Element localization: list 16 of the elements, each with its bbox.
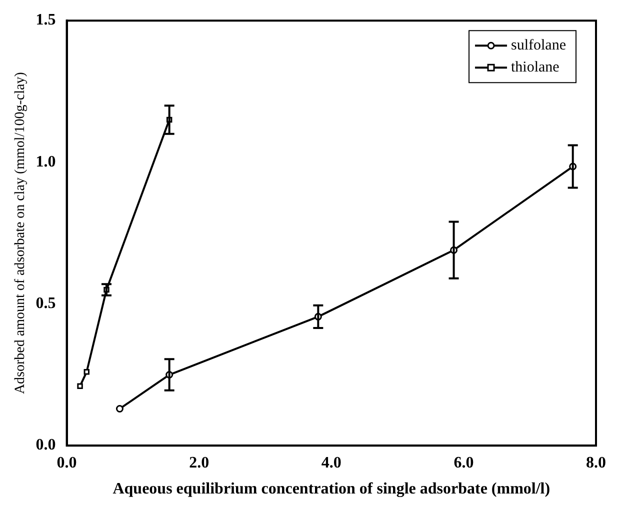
x-tick-label: 2.0 <box>189 454 210 472</box>
y-tick-label: 0.5 <box>36 295 56 312</box>
x-tick-label: 8.0 <box>586 454 606 472</box>
x-axis-title: Aqueous equilibrium concentration of single adsorbate (mmol/l) <box>112 480 550 498</box>
x-tick-label: 0.0 <box>56 454 77 472</box>
y-axis-title: Adsorbed amount of adsorbate on clay (mmol/100g-clay) <box>13 72 28 394</box>
x-tick-label: 6.0 <box>454 454 474 472</box>
point <box>84 369 90 375</box>
point <box>116 405 124 413</box>
y-tick-label: 1.0 <box>36 153 56 170</box>
point <box>77 383 83 389</box>
y-tick-label: 0.0 <box>36 436 56 454</box>
y-tick-label: 1.5 <box>36 12 56 29</box>
legend-label: thiolane <box>511 60 560 76</box>
legend-label: sulfolane <box>511 38 566 54</box>
x-tick-label: 4.0 <box>321 454 342 472</box>
